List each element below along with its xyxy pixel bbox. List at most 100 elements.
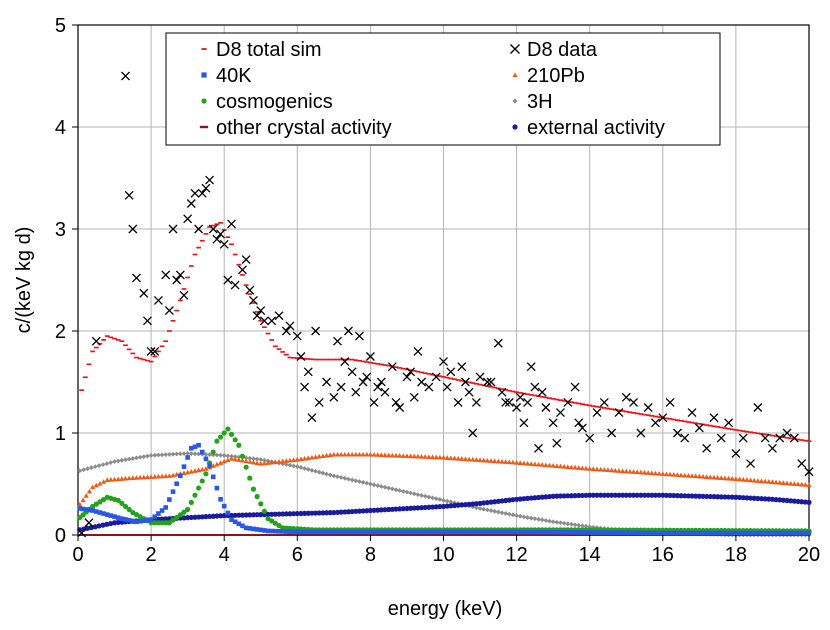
data-point [609, 492, 615, 498]
data-point [316, 510, 322, 516]
data-point [459, 456, 465, 461]
data-point [685, 493, 691, 499]
cross-stroke [497, 387, 507, 397]
data-point [759, 530, 764, 536]
data-point [755, 530, 761, 536]
data-point [284, 529, 289, 534]
data-point [477, 457, 483, 463]
data-point [357, 529, 362, 535]
data-point [468, 428, 478, 438]
data-point [141, 474, 147, 480]
data-point [599, 397, 609, 407]
data-point [236, 442, 242, 448]
cross-stroke [322, 377, 331, 387]
x-tick-label: 14 [579, 544, 601, 566]
data-point [568, 493, 575, 499]
cross-stroke [552, 438, 562, 448]
data-point [607, 428, 617, 438]
data-point [241, 255, 251, 265]
data-point [636, 428, 646, 438]
data-point [87, 507, 92, 513]
data-point [84, 518, 94, 528]
data-point [466, 381, 472, 384]
data-point [477, 506, 483, 511]
data-point [269, 339, 275, 341]
data-point [331, 451, 337, 457]
data-point [367, 451, 373, 457]
data-point [715, 530, 720, 536]
cross-stroke [789, 433, 799, 443]
data-point [250, 459, 257, 465]
data-point [291, 511, 297, 517]
data-point [802, 439, 808, 442]
x-axis-label: energy (keV) [388, 598, 503, 620]
cross-stroke [84, 518, 94, 528]
legend-box [165, 32, 721, 146]
data-point [227, 219, 236, 229]
data-point [645, 530, 651, 536]
data-point [806, 530, 812, 536]
data-point [80, 497, 86, 503]
data-point [203, 471, 209, 477]
data-point [722, 494, 728, 500]
data-point [563, 397, 573, 407]
data-point [342, 451, 348, 457]
cross-stroke [510, 44, 520, 54]
data-point [649, 470, 655, 476]
cross-stroke [274, 311, 284, 321]
data-point [148, 474, 154, 479]
data-point [799, 530, 804, 536]
data-point [243, 284, 249, 286]
data-point [145, 359, 150, 362]
data-point [77, 468, 83, 474]
data-point [514, 529, 519, 535]
data-point [97, 342, 103, 345]
data-point [163, 520, 169, 526]
data-point [671, 471, 677, 477]
data-point [499, 458, 505, 464]
data-point [126, 348, 132, 351]
data-point [667, 492, 673, 499]
data-point [422, 529, 428, 535]
data-point [561, 399, 567, 402]
data-point [174, 309, 180, 312]
data-point [269, 511, 275, 517]
data-point [799, 481, 805, 487]
data-point [503, 529, 508, 535]
data-point [616, 492, 622, 498]
data-point [471, 397, 481, 407]
data-point [722, 475, 728, 481]
data-point [346, 358, 351, 361]
data-point [583, 465, 589, 471]
data-point [517, 513, 523, 519]
data-point [492, 508, 498, 514]
data-point [488, 386, 494, 388]
data-point [273, 528, 278, 534]
series-total_sim [79, 222, 812, 442]
data-point [280, 351, 286, 353]
data-point [748, 431, 753, 434]
data-point [142, 316, 152, 326]
data-point [316, 469, 322, 475]
data-point [488, 508, 494, 514]
data-point [322, 377, 331, 387]
cross-stroke [164, 306, 174, 316]
data-point [473, 505, 479, 511]
data-point [499, 388, 505, 390]
data-point [535, 461, 542, 467]
data-point [137, 474, 143, 480]
cross-stroke [413, 346, 423, 356]
data-point [558, 520, 563, 526]
data-point [312, 454, 319, 460]
data-point [316, 358, 322, 361]
data-point [320, 358, 326, 361]
data-point [675, 530, 680, 536]
cross-stroke [523, 397, 533, 407]
data-point [649, 492, 655, 498]
data-point [404, 453, 410, 459]
data-point [119, 476, 125, 481]
data-point [280, 511, 286, 517]
data-point [214, 223, 220, 226]
data-point [773, 435, 779, 437]
data-point [225, 453, 231, 459]
